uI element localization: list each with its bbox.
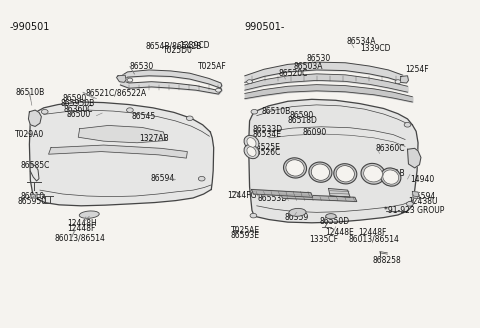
Ellipse shape	[244, 145, 259, 159]
Circle shape	[395, 80, 401, 84]
Text: 1339CD: 1339CD	[360, 44, 391, 52]
Text: 86550D: 86550D	[320, 217, 350, 226]
Text: 1327AB: 1327AB	[140, 134, 169, 143]
Ellipse shape	[289, 208, 306, 216]
Polygon shape	[117, 75, 126, 82]
Text: 86593E: 86593E	[230, 231, 259, 240]
Ellipse shape	[244, 135, 259, 150]
Text: 86530: 86530	[306, 54, 330, 63]
Polygon shape	[412, 192, 419, 197]
Text: -990501: -990501	[9, 22, 50, 32]
Ellipse shape	[334, 164, 357, 184]
Polygon shape	[48, 145, 187, 158]
Circle shape	[198, 176, 205, 181]
Ellipse shape	[247, 138, 256, 147]
Text: 990501-: 990501-	[245, 22, 285, 32]
Circle shape	[127, 78, 133, 82]
Text: 86510B: 86510B	[15, 88, 44, 97]
Polygon shape	[400, 76, 408, 83]
Text: 86590: 86590	[63, 94, 87, 103]
Text: 12448F: 12448F	[359, 228, 387, 237]
Text: 1244FG: 1244FG	[228, 191, 257, 200]
Ellipse shape	[325, 214, 336, 219]
Text: 86510B: 86510B	[262, 107, 291, 116]
Text: 86500: 86500	[67, 110, 91, 119]
Text: 86594: 86594	[411, 192, 435, 201]
Text: 86594: 86594	[150, 174, 174, 183]
Ellipse shape	[312, 164, 330, 180]
Polygon shape	[252, 190, 313, 197]
Ellipse shape	[364, 166, 383, 182]
Polygon shape	[281, 194, 357, 202]
Text: 14940: 14940	[410, 175, 434, 184]
Polygon shape	[78, 125, 166, 143]
Text: 86525E: 86525E	[252, 143, 280, 152]
Circle shape	[186, 116, 193, 121]
Polygon shape	[412, 194, 418, 199]
Polygon shape	[29, 102, 214, 206]
Text: 12448H: 12448H	[67, 219, 96, 228]
Text: 86359: 86359	[285, 213, 309, 222]
Ellipse shape	[381, 168, 401, 186]
Circle shape	[41, 110, 48, 114]
Text: 86534E: 86534E	[252, 130, 281, 139]
Text: 12438U: 12438U	[408, 197, 438, 206]
Text: 86545: 86545	[132, 112, 156, 121]
Ellipse shape	[284, 158, 307, 178]
Text: T025AF: T025AF	[198, 62, 227, 71]
Circle shape	[247, 80, 252, 84]
Text: 86013/86514: 86013/86514	[54, 234, 105, 243]
Text: 12448F: 12448F	[67, 224, 95, 233]
Polygon shape	[30, 194, 36, 198]
Ellipse shape	[383, 170, 399, 184]
Text: 1254F: 1254F	[405, 65, 429, 74]
Circle shape	[404, 123, 411, 127]
Text: 86520C: 86520C	[278, 69, 308, 78]
Text: 86530: 86530	[130, 62, 154, 71]
Text: 86503A: 86503A	[294, 62, 323, 71]
Text: 865950B: 865950B	[60, 99, 95, 108]
Text: 86090: 86090	[302, 128, 326, 137]
Text: 86518D: 86518D	[288, 116, 318, 125]
Circle shape	[216, 88, 221, 92]
Circle shape	[407, 202, 413, 206]
Text: T025AE: T025AE	[231, 226, 261, 236]
Text: 86910: 86910	[21, 192, 45, 201]
Text: 86553D: 86553D	[257, 194, 288, 203]
Polygon shape	[28, 110, 41, 126]
Circle shape	[251, 110, 258, 114]
Text: 86590: 86590	[290, 111, 314, 120]
Polygon shape	[328, 189, 350, 197]
Circle shape	[250, 213, 257, 218]
Text: 1335CF: 1335CF	[309, 235, 338, 244]
Text: T025D0: T025D0	[163, 46, 193, 55]
Text: 86533D: 86533D	[252, 125, 283, 134]
Ellipse shape	[309, 162, 332, 182]
Polygon shape	[408, 148, 421, 168]
Text: 12448E: 12448E	[325, 228, 354, 237]
Ellipse shape	[336, 166, 354, 182]
Text: 86013/86514: 86013/86514	[348, 235, 399, 244]
Text: 86360C: 86360C	[64, 105, 94, 113]
Text: 1327AB: 1327AB	[375, 169, 405, 178]
Text: 1339CD: 1339CD	[179, 41, 209, 50]
Text: 865950: 865950	[18, 197, 47, 206]
Circle shape	[127, 108, 133, 113]
Ellipse shape	[79, 211, 99, 218]
Text: 86534A: 86534A	[346, 37, 376, 46]
Text: 86360C: 86360C	[376, 144, 406, 153]
Text: 8654B/86542B: 8654B/86542B	[145, 41, 202, 50]
Text: 86526C: 86526C	[252, 148, 281, 157]
Text: *91-923 GROUP: *91-923 GROUP	[384, 206, 444, 215]
Text: 86585C: 86585C	[21, 161, 50, 171]
Text: 868258: 868258	[372, 256, 401, 265]
Ellipse shape	[286, 160, 304, 176]
Text: T029A0: T029A0	[15, 130, 44, 139]
Polygon shape	[249, 99, 418, 223]
Ellipse shape	[361, 163, 385, 184]
Text: 86521C/86522A: 86521C/86522A	[86, 88, 147, 97]
Ellipse shape	[247, 147, 256, 156]
